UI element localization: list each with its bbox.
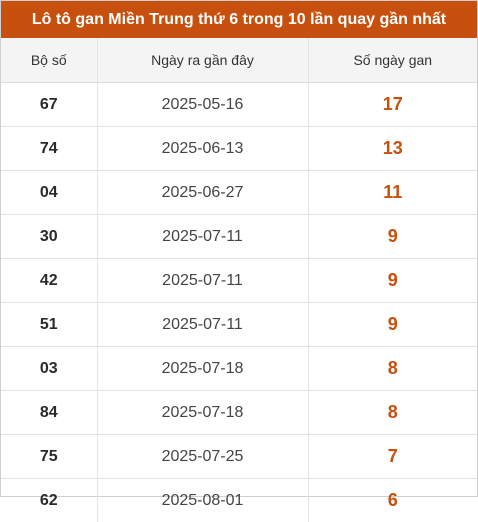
number-cell: 84 [1,391,97,435]
number-cell: 75 [1,435,97,479]
date-cell: 2025-08-01 [97,479,308,522]
number-cell: 04 [1,171,97,215]
number-cell: 51 [1,303,97,347]
lotto-gan-table: Bộ số Ngày ra gần đây Số ngày gan 67 202… [1,38,477,522]
days-cell: 13 [308,127,477,171]
column-header-date: Ngày ra gần đây [97,38,308,83]
days-cell: 8 [308,347,477,391]
date-cell: 2025-05-16 [97,83,308,127]
number-cell: 74 [1,127,97,171]
days-cell: 11 [308,171,477,215]
header-row: Bộ số Ngày ra gần đây Số ngày gan [1,38,477,83]
days-cell: 17 [308,83,477,127]
table-row: 03 2025-07-18 8 [1,347,477,391]
table-row: 51 2025-07-11 9 [1,303,477,347]
table-row: 62 2025-08-01 6 [1,479,477,522]
days-cell: 9 [308,259,477,303]
days-cell: 8 [308,391,477,435]
date-cell: 2025-07-25 [97,435,308,479]
date-cell: 2025-07-11 [97,303,308,347]
date-cell: 2025-07-18 [97,347,308,391]
table-row: 84 2025-07-18 8 [1,391,477,435]
number-cell: 42 [1,259,97,303]
column-header-days: Số ngày gan [308,38,477,83]
table-row: 67 2025-05-16 17 [1,83,477,127]
days-cell: 9 [308,215,477,259]
table-title: Lô tô gan Miền Trung thứ 6 trong 10 lần … [1,1,477,38]
date-cell: 2025-07-11 [97,259,308,303]
days-cell: 7 [308,435,477,479]
column-header-number: Bộ số [1,38,97,83]
number-cell: 67 [1,83,97,127]
date-cell: 2025-07-18 [97,391,308,435]
days-cell: 6 [308,479,477,522]
table-row: 30 2025-07-11 9 [1,215,477,259]
table-row: 04 2025-06-27 11 [1,171,477,215]
table-row: 75 2025-07-25 7 [1,435,477,479]
days-cell: 9 [308,303,477,347]
number-cell: 30 [1,215,97,259]
date-cell: 2025-06-27 [97,171,308,215]
number-cell: 62 [1,479,97,522]
lotto-gan-panel: Lô tô gan Miền Trung thứ 6 trong 10 lần … [0,0,478,497]
date-cell: 2025-07-11 [97,215,308,259]
date-cell: 2025-06-13 [97,127,308,171]
table-row: 74 2025-06-13 13 [1,127,477,171]
number-cell: 03 [1,347,97,391]
table-row: 42 2025-07-11 9 [1,259,477,303]
